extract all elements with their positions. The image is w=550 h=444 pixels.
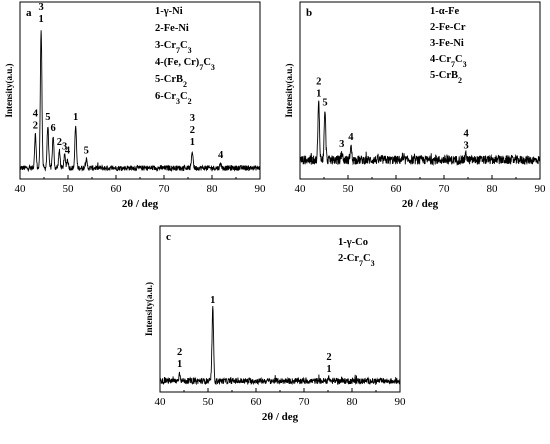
legend-entry: 3-Fe-Ni xyxy=(430,38,464,49)
x-tick-label: 40 xyxy=(295,183,307,195)
x-tick-label: 80 xyxy=(487,183,499,195)
legend-entry: 3-Cr7C3 xyxy=(155,40,192,55)
peak-label: 1 xyxy=(316,89,321,100)
legend-entry: 1-γ-Ni xyxy=(155,6,183,17)
legend-entry: 5-CrB2 xyxy=(430,70,462,85)
peak-label: 2 xyxy=(326,352,331,363)
plot-frame xyxy=(159,225,401,393)
legend-entry: 4-(Fe, Cr)7C3 xyxy=(155,57,215,72)
peak-label: 5 xyxy=(84,146,89,157)
panel-label: c xyxy=(166,231,171,243)
legend-entry: 5-CrB2 xyxy=(155,74,187,89)
x-axis-label: 2θ / deg xyxy=(402,198,439,210)
peak-label: 1 xyxy=(210,295,215,306)
x-tick-label: 90 xyxy=(395,396,407,408)
x-tick-label: 60 xyxy=(111,183,123,195)
peak-label: 4 xyxy=(218,150,224,161)
peak-label: 4 xyxy=(463,128,469,139)
x-tick-label: 70 xyxy=(299,396,311,408)
peak-label: 5 xyxy=(45,112,50,123)
legend-entry: 1-α-Fe xyxy=(430,6,460,17)
xrd-pattern-line xyxy=(19,30,261,173)
peak-label: 3 xyxy=(38,2,43,13)
x-tick-label: 90 xyxy=(255,183,267,195)
peak-label: 1 xyxy=(38,14,43,25)
x-tick-label: 70 xyxy=(159,183,171,195)
x-axis-label: 2θ / deg xyxy=(122,198,159,210)
xrd-pattern-line xyxy=(159,305,401,386)
peak-label: 4 xyxy=(33,108,39,119)
x-tick-label: 50 xyxy=(343,183,355,195)
panel-a: 40 50 60 70 80 90 2θ / deg Intensity(a.u.) a 1-γ-… xyxy=(4,0,266,210)
x-tick-label: 90 xyxy=(535,183,547,195)
y-axis-label: Intensity(a.u.) xyxy=(144,282,154,336)
legend-entry: 2-Fe-Ni xyxy=(155,23,189,34)
x-tick-label: 50 xyxy=(203,396,215,408)
legend-entry: 2-Cr7C3 xyxy=(338,253,375,268)
peak-label: 4 xyxy=(65,146,71,157)
peak-label: 5 xyxy=(322,98,327,109)
x-tick-label: 70 xyxy=(439,183,451,195)
peak-label: 3 xyxy=(463,140,468,151)
peak-label: 1 xyxy=(177,359,182,370)
peak-label: 1 xyxy=(326,364,331,375)
x-tick-label: 60 xyxy=(391,183,403,195)
x-axis-label: 2θ / deg xyxy=(262,411,299,423)
peak-label: 2 xyxy=(33,120,38,131)
x-tick-label: 80 xyxy=(347,396,359,408)
xrd-pattern-line xyxy=(299,100,541,167)
peak-label: 2 xyxy=(57,137,62,148)
x-tick-label: 60 xyxy=(251,396,263,408)
peak-label: 2 xyxy=(177,347,182,358)
peak-label: 4 xyxy=(38,0,44,1)
x-tick-label: 80 xyxy=(207,183,219,195)
x-tick-label: 40 xyxy=(15,183,27,195)
peak-label: 3 xyxy=(62,141,67,152)
legend-entry: 4-Cr7C3 xyxy=(430,54,467,69)
peak-label: 3 xyxy=(190,113,195,124)
panel-label: b xyxy=(306,7,312,19)
peak-label: 1 xyxy=(73,112,78,123)
y-axis-label: Intensity(a.u.) xyxy=(4,63,14,117)
peak-label: 6 xyxy=(50,123,55,134)
peak-label: 3 xyxy=(339,139,344,150)
peak-label: 1 xyxy=(190,137,195,148)
legend-entry: 6-Cr3C2 xyxy=(155,91,192,106)
peak-label: 2 xyxy=(316,77,321,88)
panel-label: a xyxy=(26,7,32,19)
panel-c: 40 50 60 70 80 90 2θ / deg Intensity(a.u.) c 1-γ-… xyxy=(144,225,407,423)
legend-entry: 1-γ-Co xyxy=(338,237,368,248)
y-axis-label: Intensity(a.u.) xyxy=(284,63,294,117)
peak-label: 2 xyxy=(190,125,195,136)
plot-frame xyxy=(299,1,541,180)
peak-label: 4 xyxy=(348,132,354,143)
panel-b: 40 50 60 70 80 90 2θ / deg Intensity(a.u.) b 1-α-… xyxy=(284,1,547,210)
legend-entry: 2-Fe-Cr xyxy=(430,22,466,33)
x-tick-label: 40 xyxy=(155,396,167,408)
x-tick-label: 50 xyxy=(63,183,75,195)
plot-frame xyxy=(19,1,261,180)
